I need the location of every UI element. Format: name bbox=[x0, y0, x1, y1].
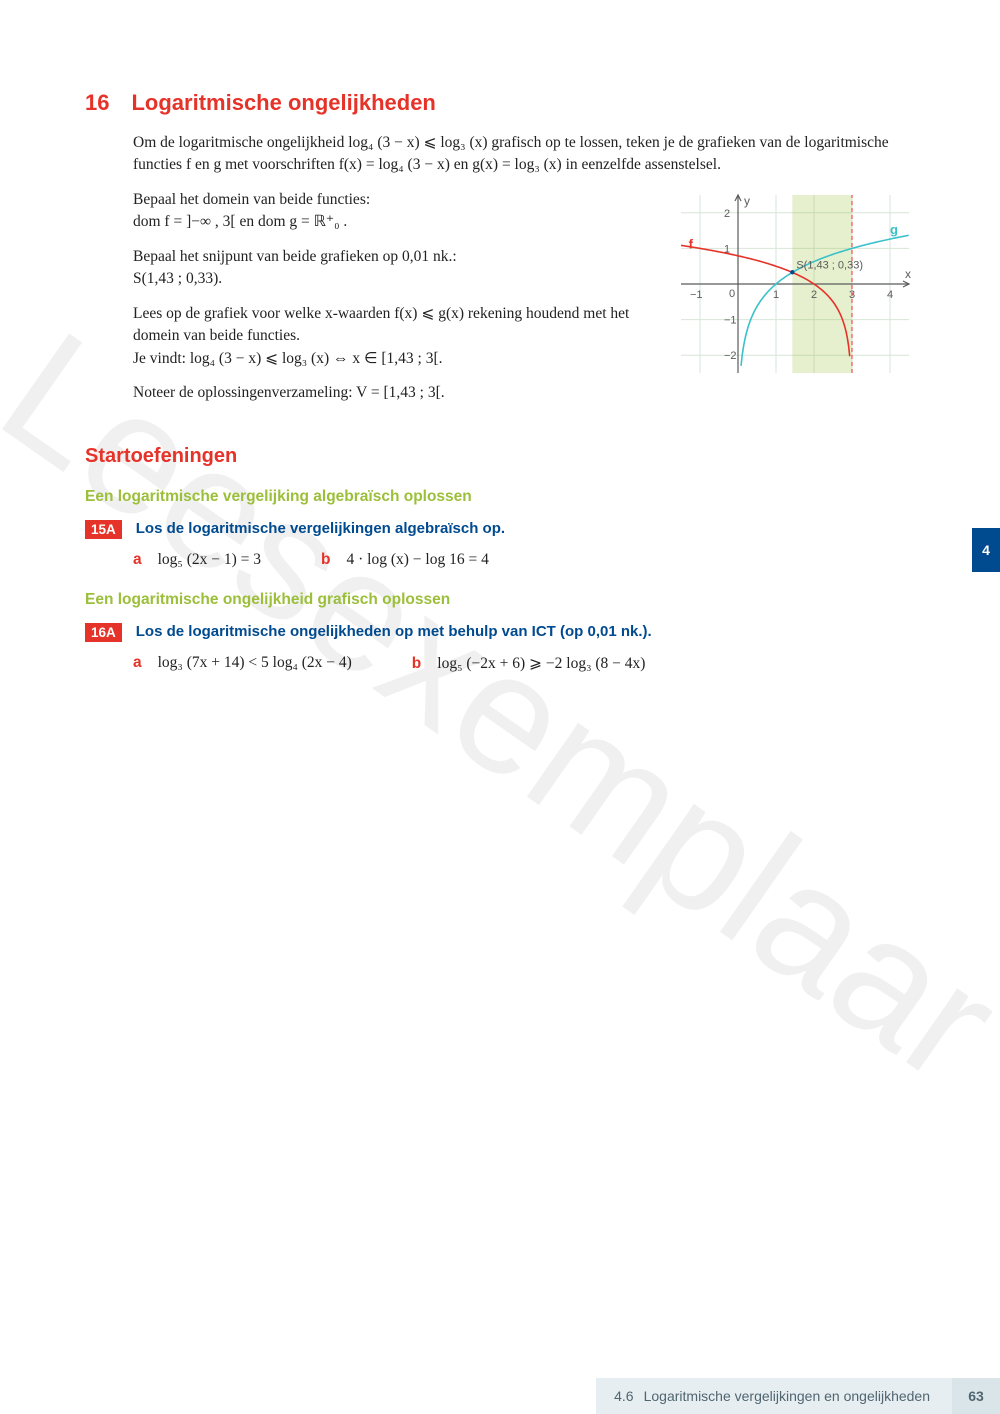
page-body: 16 Logaritmische ongelijkheden Om de log… bbox=[0, 0, 1000, 673]
svg-text:4: 4 bbox=[887, 289, 893, 301]
footer-bar: 4.6 Logaritmische vergelijkingen en onge… bbox=[596, 1378, 1000, 1414]
section-header: 16 Logaritmische ongelijkheden bbox=[85, 90, 915, 116]
exercise-16a-label: a bbox=[133, 654, 142, 671]
section-title: Logaritmische ongelijkheden bbox=[131, 90, 435, 116]
svg-text:0: 0 bbox=[729, 288, 735, 300]
svg-text:y: y bbox=[744, 194, 750, 208]
exercise-16b-text: log₅ (−2x + 6) ⩾ −2 log₃ (8 − 4x) bbox=[437, 655, 645, 672]
subheading-1: Een logaritmische vergelijking algebraïs… bbox=[85, 488, 915, 506]
svg-text:−2: −2 bbox=[724, 350, 737, 362]
exercise-16-prompt: Los de logaritmische ongelijkheden op me… bbox=[136, 623, 652, 640]
chart-column: −101234−2−112xyfgS(1,43 ; 0,33) bbox=[675, 189, 915, 417]
exercise-15b-text: 4 · log (x) − log 16 = 4 bbox=[347, 551, 489, 568]
exercise-15a-text: log₅ (2x − 1) = 3 bbox=[158, 551, 261, 568]
svg-text:x: x bbox=[905, 267, 911, 281]
svg-text:−1: −1 bbox=[690, 289, 703, 301]
footer-section-title: Logaritmische vergelijkingen en ongelijk… bbox=[644, 1388, 930, 1404]
subheading-2: Een logaritmische ongelijkheid grafisch … bbox=[85, 591, 915, 609]
exercise-15a-label: a bbox=[133, 551, 142, 568]
exercise-16a-text: log₃ (7x + 14) < 5 log₄ (2x − 4) bbox=[158, 654, 352, 671]
content-two-column: Bepaal het domein van beide functies: do… bbox=[133, 189, 915, 417]
intro-paragraph: Om de logaritmische ongelijkheid log₄ (3… bbox=[133, 132, 915, 177]
footer-section-number: 4.6 bbox=[614, 1388, 633, 1404]
paragraph-intersection: Bepaal het snijpunt van beide grafieken … bbox=[133, 246, 655, 291]
exercise-15b-label: b bbox=[321, 551, 330, 568]
exercise-16-items: a log₃ (7x + 14) < 5 log₄ (2x − 4) b log₅ … bbox=[133, 654, 915, 673]
exercise-15-row: 15A Los de logaritmische vergelijkingen … bbox=[85, 520, 915, 539]
svg-text:−1: −1 bbox=[724, 315, 737, 327]
svg-text:g: g bbox=[890, 222, 898, 237]
svg-text:2: 2 bbox=[724, 208, 730, 220]
log-chart: −101234−2−112xyfgS(1,43 ; 0,33) bbox=[675, 189, 915, 379]
exercise-16-badge: 16A bbox=[85, 623, 122, 642]
exercise-15-prompt: Los de logaritmische vergelijkingen alge… bbox=[136, 520, 505, 537]
exercise-15-badge: 15A bbox=[85, 520, 122, 539]
exercise-16-row: 16A Los de logaritmische ongelijkheden o… bbox=[85, 623, 915, 642]
start-exercises-title: Startoefeningen bbox=[85, 445, 915, 468]
svg-text:S(1,43 ; 0,33): S(1,43 ; 0,33) bbox=[796, 259, 863, 271]
exercise-16a: a log₃ (7x + 14) < 5 log₄ (2x − 4) bbox=[133, 654, 352, 673]
section-number: 16 bbox=[85, 90, 109, 116]
svg-text:1: 1 bbox=[773, 289, 779, 301]
paragraph-domain: Bepaal het domein van beide functies: do… bbox=[133, 189, 655, 234]
exercise-15b: b 4 · log (x) − log 16 = 4 bbox=[321, 551, 489, 569]
svg-text:f: f bbox=[689, 236, 694, 251]
svg-text:2: 2 bbox=[811, 289, 817, 301]
footer-page-number: 63 bbox=[952, 1378, 1000, 1414]
exercise-15a: a log₅ (2x − 1) = 3 bbox=[133, 551, 261, 569]
exercise-15-items: a log₅ (2x − 1) = 3 b 4 · log (x) − log 16… bbox=[133, 551, 915, 569]
paragraph-read-graph: Lees op de grafiek voor welke x-waarden … bbox=[133, 303, 655, 370]
side-chapter-tab: 4 bbox=[972, 528, 1000, 572]
page-footer: 4.6 Logaritmische vergelijkingen en onge… bbox=[0, 1378, 1000, 1414]
paragraph-solution-set: Noteer de oplossingenverzameling: V = [1… bbox=[133, 382, 655, 404]
text-column: Bepaal het domein van beide functies: do… bbox=[133, 189, 655, 417]
exercise-16b-label: b bbox=[412, 655, 421, 672]
exercise-16b: b log₅ (−2x + 6) ⩾ −2 log₃ (8 − 4x) bbox=[412, 654, 646, 673]
